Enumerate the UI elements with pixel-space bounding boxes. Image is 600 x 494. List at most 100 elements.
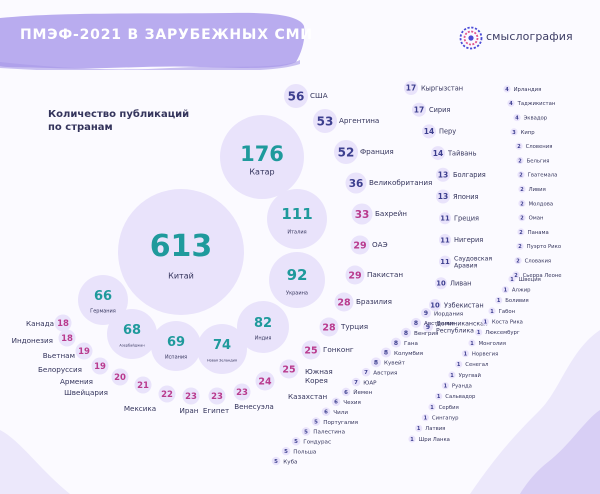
mini-bubble xyxy=(435,392,443,400)
bubble-катар: 176 Катар xyxy=(220,115,304,199)
list-item-йемен: 6 Йемен xyxy=(341,387,373,397)
mini-label: Япония xyxy=(453,193,479,201)
mini-bubble xyxy=(271,456,281,466)
mini-bubble xyxy=(415,424,423,432)
arc-item-армения: 20 Армения xyxy=(60,368,129,386)
mini-bubble xyxy=(411,317,421,328)
mini-value: 10 xyxy=(436,280,446,288)
mini-bubble xyxy=(361,367,371,377)
mini-value: 2 xyxy=(519,230,523,236)
mini-label: Йемен xyxy=(353,389,372,396)
mini-value: 14 xyxy=(433,149,443,158)
bubble-circle xyxy=(267,189,327,249)
arc-value: 18 xyxy=(57,319,69,329)
list-item-венгрия: 8 Венгрия xyxy=(401,327,438,338)
list-item-тайвань: 14 Тайвань xyxy=(431,146,477,161)
mini-label: Гана xyxy=(404,341,418,347)
mini-value: 17 xyxy=(414,105,424,114)
decor-shape xyxy=(520,410,600,494)
mini-bubble xyxy=(421,414,429,422)
list-item-алжир: 1 Алжир xyxy=(501,286,531,294)
list-item-кувейт: 8 Кувейт xyxy=(371,357,406,368)
mini-label: Монголия xyxy=(479,341,506,347)
list-item-португалия: 5 Португалия xyxy=(311,417,358,426)
list-item-сенегал: 1 Сенегал xyxy=(455,360,488,368)
arc-item-франция: 52 Франция xyxy=(334,140,394,164)
mini-value: 1 xyxy=(444,384,448,390)
mini-label: Чили xyxy=(333,410,348,416)
arc-bubble xyxy=(255,371,275,391)
mini-value: 8 xyxy=(414,320,418,327)
arc-item-оаэ: 29 ОАЭ xyxy=(350,235,388,255)
arc-value: 36 xyxy=(349,178,364,190)
arc-item-аргентина: 53 Аргентина xyxy=(313,109,379,133)
mini-label: Ирландия xyxy=(514,87,542,93)
mini-value: 6 xyxy=(324,410,328,416)
list-item-чехия: 6 Чехия xyxy=(331,397,361,407)
arc-bubble xyxy=(111,368,129,386)
arc-label: Мексика xyxy=(124,404,156,413)
arc-bubble xyxy=(58,329,76,347)
list-item-узбекистан: 10 Узбекистан xyxy=(429,299,484,311)
mini-label: Словакия xyxy=(525,259,552,265)
mini-bubble xyxy=(408,435,416,443)
arc-value: 23 xyxy=(211,392,223,402)
arc-bubble xyxy=(350,235,370,255)
arc-item-швейцария: 21 Швейцария xyxy=(64,376,152,397)
mini-label: Колумбия xyxy=(394,351,423,357)
mini-bubble xyxy=(518,214,526,222)
arc-label: Канада xyxy=(26,319,54,328)
mini-bubble xyxy=(455,360,463,368)
arc-bubble xyxy=(345,265,365,285)
arc-label: Белоруссия xyxy=(38,365,82,374)
arc-bubble xyxy=(345,172,367,194)
mini-bubble xyxy=(517,171,525,179)
mini-label: Сенегал xyxy=(465,362,488,368)
mini-value: 7 xyxy=(364,370,368,376)
mini-bubble xyxy=(510,128,518,136)
list-item-бельгия: 2 Бельгия xyxy=(516,156,549,164)
mini-value: 4 xyxy=(515,116,519,122)
list-item-люксембург: 1 Люксембург xyxy=(475,328,520,336)
arc-value: 33 xyxy=(355,209,370,221)
bubble-китай: 613 Китай xyxy=(118,189,244,315)
mini-value: 9 xyxy=(426,324,430,331)
arc-item-египет: 23 Египет xyxy=(203,387,229,415)
mini-label: Болгария xyxy=(453,171,486,179)
list-item-нигерия: 11 Нигерия xyxy=(439,233,483,246)
mini-label: Норвегия xyxy=(472,352,498,358)
arc-bubble xyxy=(182,387,200,405)
mini-value: 7 xyxy=(354,380,358,386)
mini-bubble xyxy=(311,417,321,426)
mini-label: Панама xyxy=(528,230,549,236)
arc-value: 56 xyxy=(288,89,305,103)
mini-label: Гватемала xyxy=(528,173,558,179)
list-item-перу: 14 Перу xyxy=(422,124,456,139)
list-item-австралия: 8 Австралия xyxy=(411,317,455,328)
mini-label: Сирия xyxy=(429,106,450,114)
list-item-кыргызстан: 17 Кыргызстан xyxy=(404,81,463,95)
arc-item-гонконг: 25 Гонконг xyxy=(301,340,354,360)
arc-label: Индонезия xyxy=(12,336,53,345)
arc-value: 52 xyxy=(338,145,355,159)
arc-item-великобритания: 36 Великобритания xyxy=(345,172,432,194)
bubble-value: 613 xyxy=(150,229,213,264)
mini-label: Перу xyxy=(439,128,456,136)
mini-value: 5 xyxy=(304,429,308,435)
mini-value: 4 xyxy=(509,101,513,107)
list-item-гондурас: 5 Гондурас xyxy=(291,436,331,446)
mini-bubble xyxy=(281,446,291,456)
mini-bubble xyxy=(461,350,469,358)
list-item-палестина: 5 Палестина xyxy=(301,427,345,436)
arc-bubble xyxy=(91,357,109,375)
arc-value: 25 xyxy=(282,364,295,375)
mini-label: Палестина xyxy=(313,430,345,436)
mini-value: 2 xyxy=(516,259,520,265)
arc-item-бразилия: 28 Бразилия xyxy=(334,292,392,312)
mini-label: Кипр xyxy=(521,130,536,136)
mini-label: Сьерра Леоне xyxy=(523,273,562,279)
arc-value: 23 xyxy=(185,392,197,402)
mini-bubble xyxy=(503,85,511,93)
